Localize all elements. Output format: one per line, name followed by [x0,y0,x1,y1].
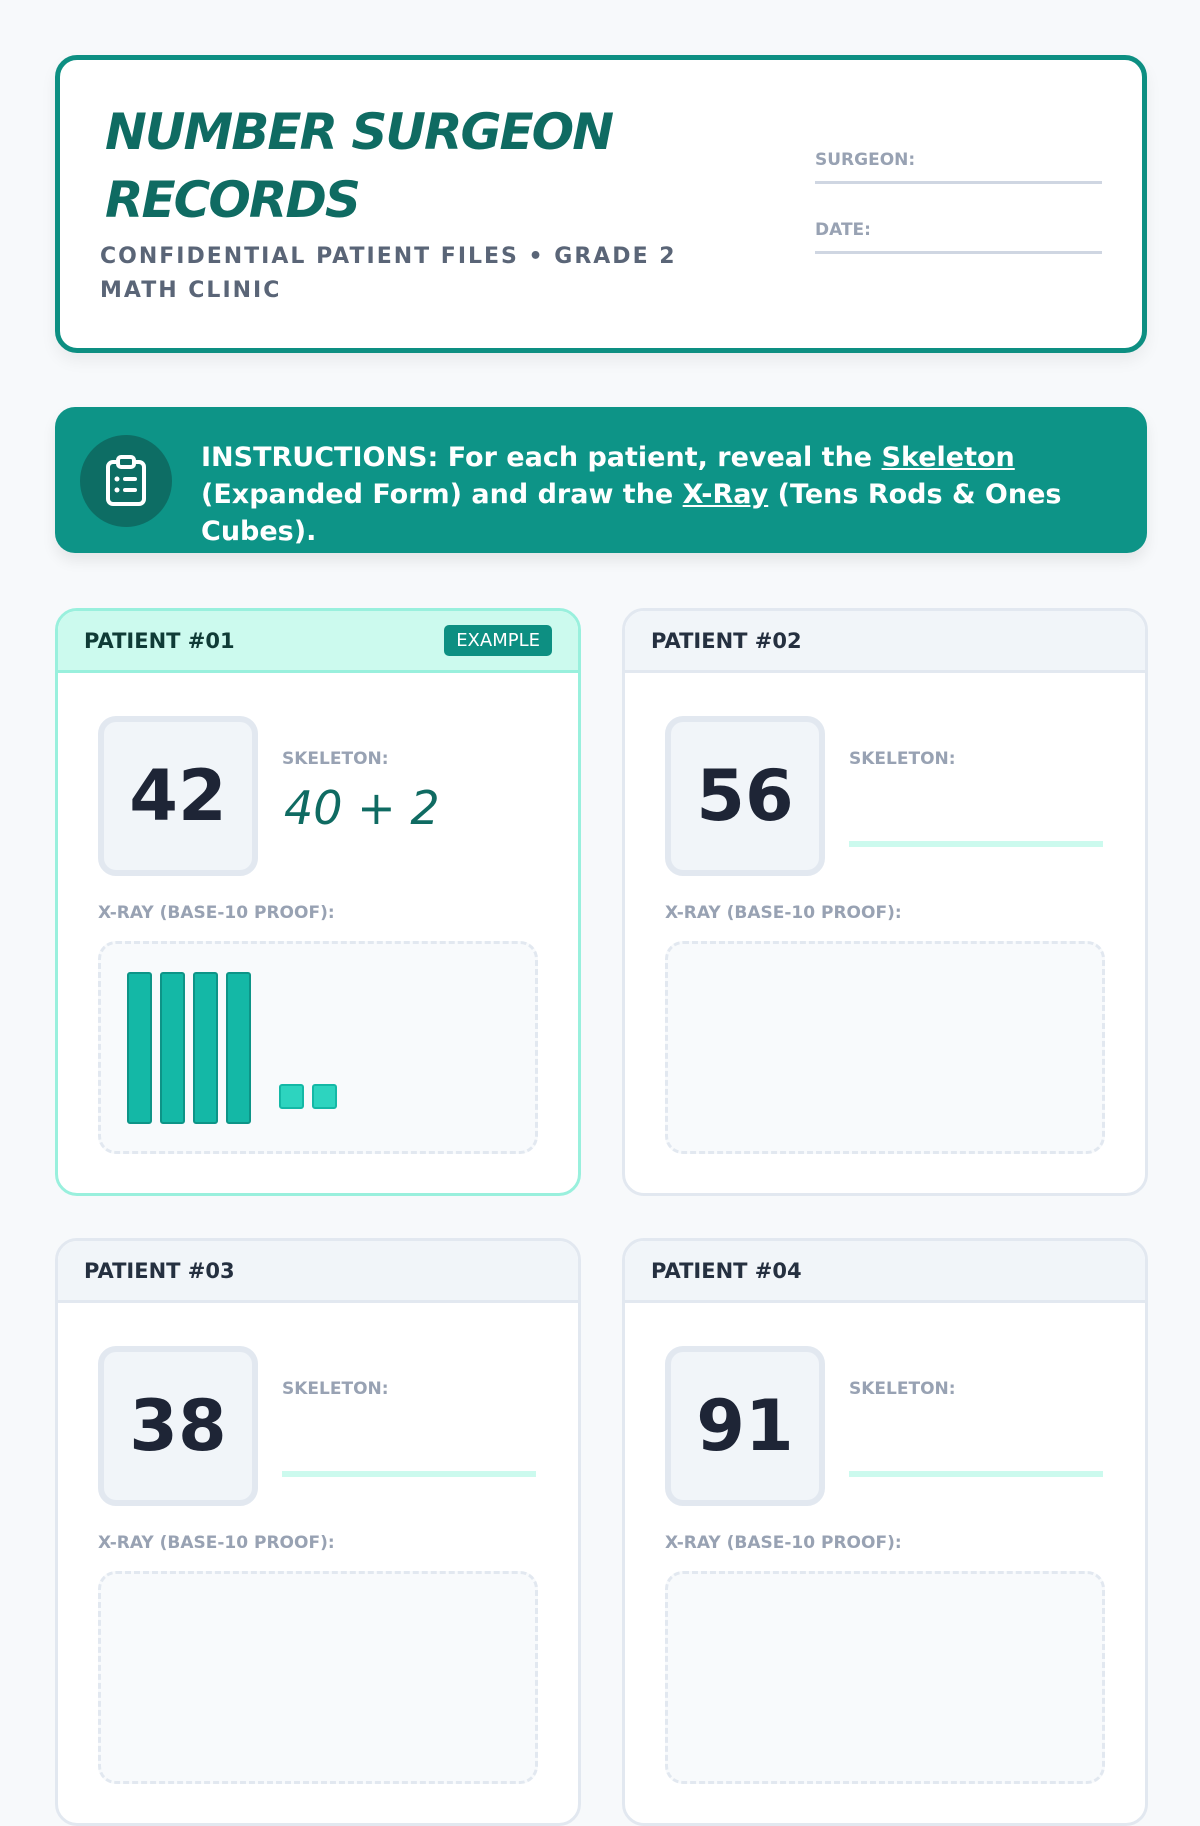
xray-label: X-RAY (BASE-10 PROOF): [98,903,335,923]
example-badge: EXAMPLE [444,625,552,656]
surgeon-label: SURGEON: [815,150,916,170]
clipboard-icon [80,435,172,527]
patient-number: 56 [665,716,825,876]
skeleton-label: SKELETON: [282,1379,389,1399]
xray-label: X-RAY (BASE-10 PROOF): [665,903,902,923]
xray-label: X-RAY (BASE-10 PROOF): [98,1533,335,1553]
patient-card-04: PATIENT #04 91 SKELETON: X-RAY (BASE-10 … [622,1238,1148,1826]
skeleton-label: SKELETON: [282,749,389,769]
patient-card-03: PATIENT #03 38 SKELETON: X-RAY (BASE-10 … [55,1238,581,1826]
skeleton-label: SKELETON: [849,749,956,769]
xray-drawing-area[interactable] [98,1571,538,1784]
tens-rod [193,972,218,1124]
page-subtitle: CONFIDENTIAL PATIENT FILES • GRADE 2 MAT… [100,244,677,303]
patient-card-01: PATIENT #01 EXAMPLE 42 SKELETON: 40 + 2 X… [55,608,581,1196]
patient-card-02: PATIENT #02 56 SKELETON: X-RAY (BASE-10 … [622,608,1148,1196]
patient-label: PATIENT #03 [84,1258,235,1283]
patient-number: 91 [665,1346,825,1506]
tens-rod [127,972,152,1124]
skeleton-term: Skeleton [881,442,1015,473]
tens-rod [160,972,185,1124]
patient-label: PATIENT #04 [651,1258,802,1283]
xray-term: X-Ray [682,479,769,510]
tens-rod [226,972,251,1124]
skeleton-answer: 40 + 2 [284,781,440,835]
skeleton-input[interactable] [849,841,1103,847]
date-field[interactable]: DATE: [815,220,1102,254]
skeleton-label: SKELETON: [849,1379,956,1399]
date-label: DATE: [815,220,871,240]
ones-cube [279,1084,304,1109]
xray-label: X-RAY (BASE-10 PROOF): [665,1533,902,1553]
surgeon-field[interactable]: SURGEON: [815,150,1102,184]
patient-label: PATIENT #02 [651,628,802,653]
patient-label: PATIENT #01 [84,628,235,653]
patient-number: 38 [98,1346,258,1506]
instructions-text: INSTRUCTIONS: For each patient, reveal t… [201,442,1062,547]
xray-drawing-area[interactable] [665,941,1105,1154]
xray-drawing-area[interactable] [98,941,538,1154]
skeleton-input[interactable] [282,1471,536,1477]
instructions-banner: INSTRUCTIONS: For each patient, reveal t… [55,407,1147,553]
xray-drawing-area[interactable] [665,1571,1105,1784]
page-title: NUMBER SURGEON RECORDS [105,103,614,229]
header-card: NUMBER SURGEON RECORDS CONFIDENTIAL PATI… [55,55,1147,353]
patient-number: 42 [98,716,258,876]
ones-cube [312,1084,337,1109]
skeleton-input[interactable] [849,1471,1103,1477]
